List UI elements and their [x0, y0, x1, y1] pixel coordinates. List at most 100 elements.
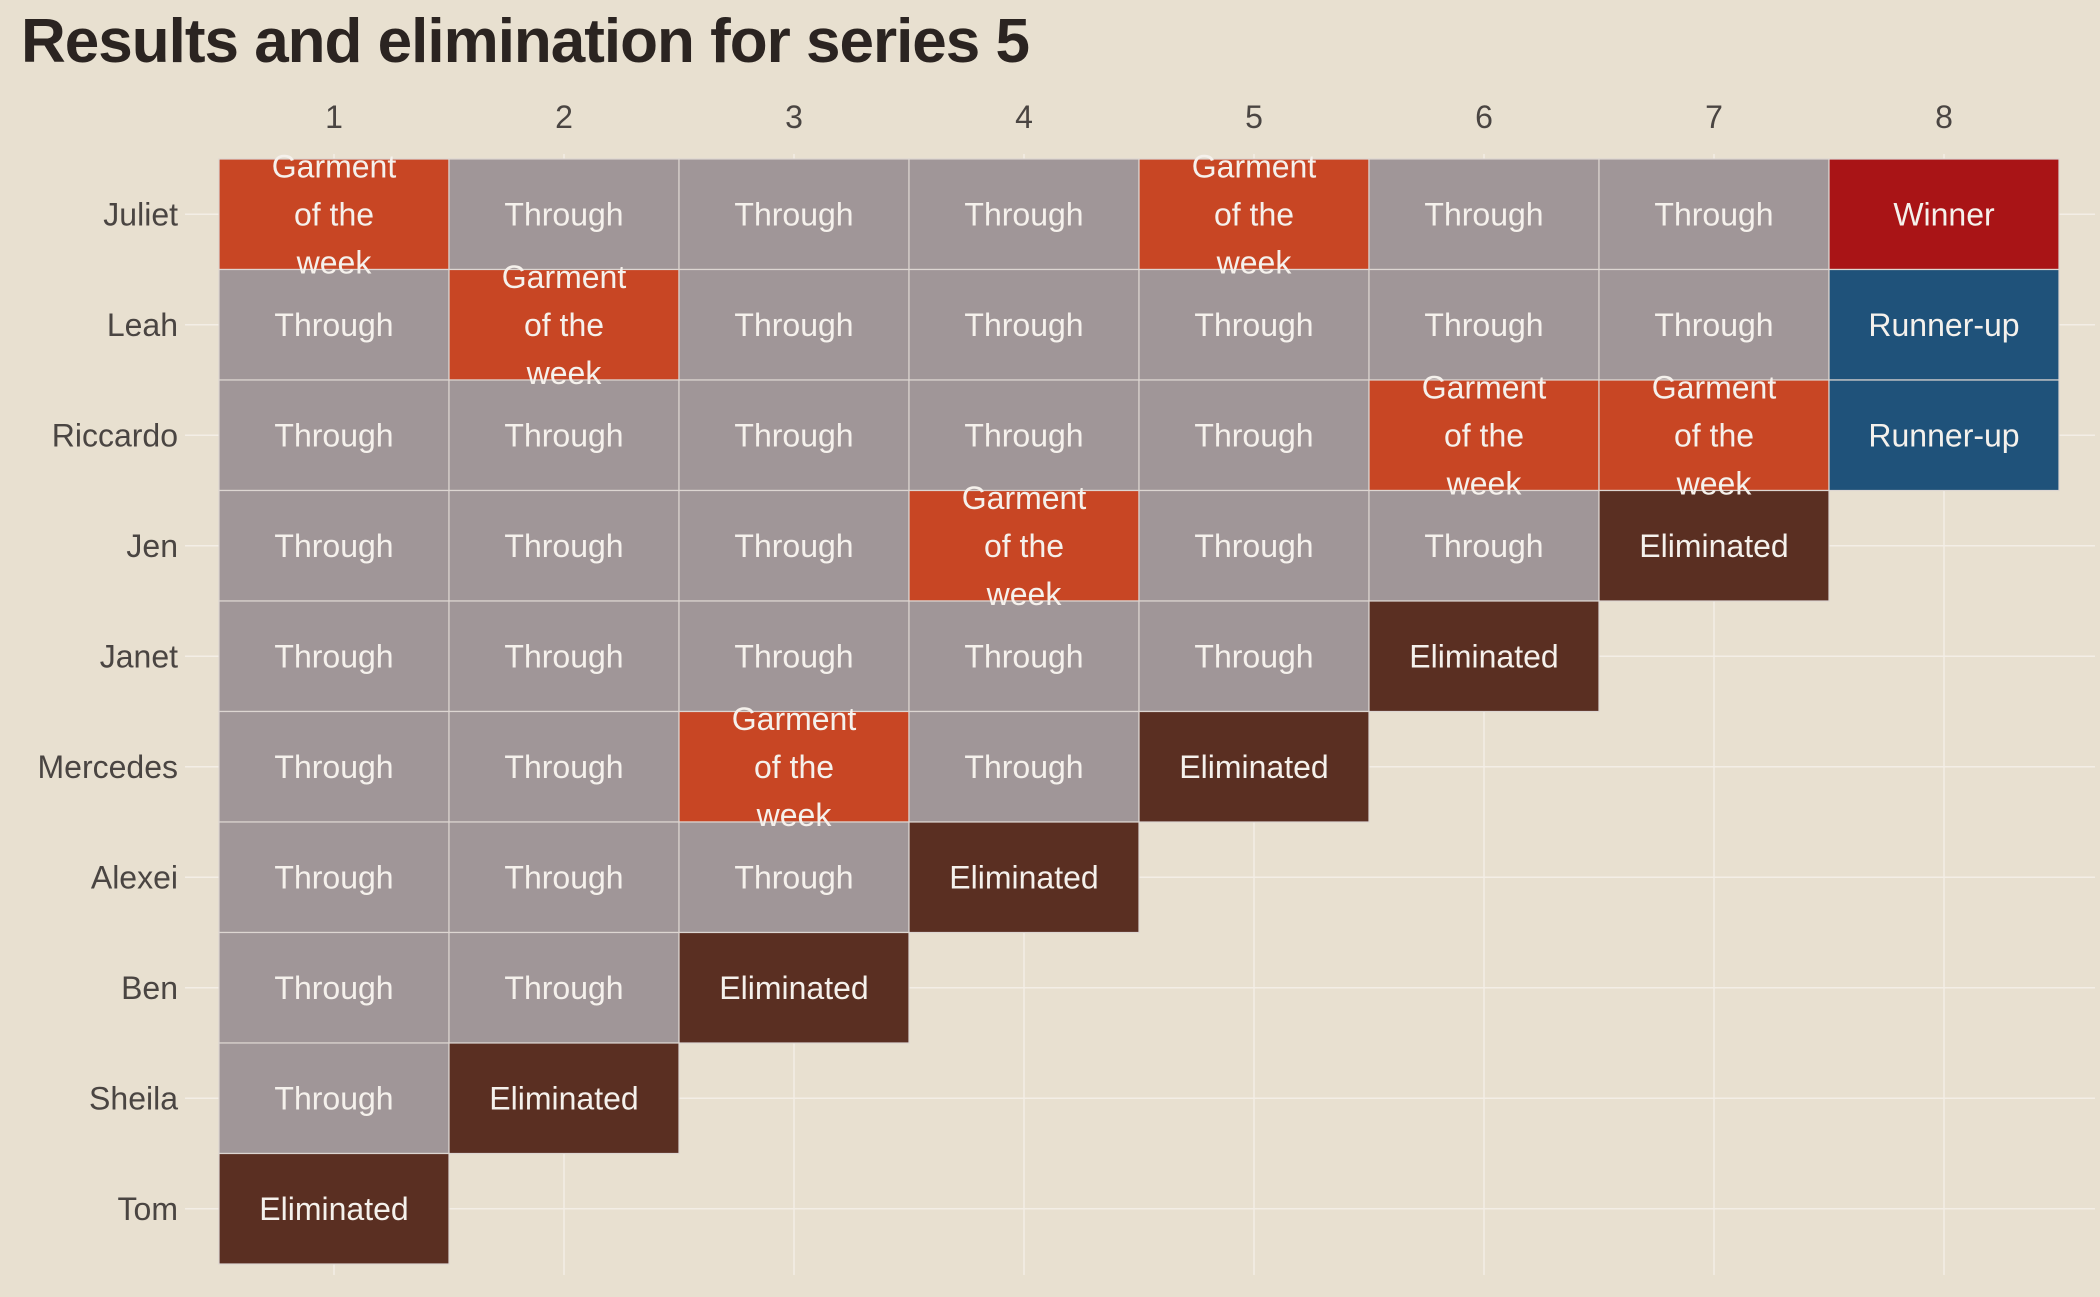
- cell-leah-6-label: Through: [1424, 307, 1543, 343]
- cell-riccardo-2-label: Through: [504, 417, 623, 453]
- cell-juliet-2-label: Through: [504, 196, 623, 232]
- cell-leah-3-label: Through: [734, 307, 853, 343]
- cell-juliet-3-label: Through: [734, 196, 853, 232]
- cell-leah-6: [1368, 268, 1600, 381]
- cell-alexei-3-label: Through: [734, 859, 853, 895]
- cell-ben-2: [448, 931, 680, 1044]
- cell-jen-6: [1368, 489, 1600, 602]
- cell-jen-4-label-1: Garment: [962, 480, 1087, 516]
- cell-rects: [218, 158, 2060, 1265]
- cell-sheila-2-label: Eliminated: [489, 1080, 638, 1116]
- column-label-3: 3: [785, 99, 803, 135]
- row-label-tom: Tom: [118, 1191, 178, 1227]
- cell-leah-2-label-3: week: [526, 355, 603, 391]
- cell-riccardo-1-label: Through: [274, 417, 393, 453]
- cell-leah-3: [678, 268, 910, 381]
- cell-alexei-2: [448, 821, 680, 934]
- row-label-juliet: Juliet: [103, 196, 178, 232]
- cell-jen-4-label-2: of the: [984, 528, 1064, 564]
- cell-riccardo-4-label: Through: [964, 417, 1083, 453]
- cell-riccardo-8: [1828, 379, 2060, 492]
- row-label-ben: Ben: [121, 970, 178, 1006]
- column-label-2: 2: [555, 99, 573, 135]
- cell-juliet-8: [1828, 158, 2060, 271]
- cell-jen-6-label: Through: [1424, 528, 1543, 564]
- cell-juliet-1-label-2: of the: [294, 196, 374, 232]
- column-label-6: 6: [1475, 99, 1493, 135]
- cell-jen-2-label: Through: [504, 528, 623, 564]
- cell-tom-1-label: Eliminated: [259, 1191, 408, 1227]
- cell-janet-5: [1138, 600, 1370, 713]
- column-label-1: 1: [325, 99, 343, 135]
- column-label-4: 4: [1015, 99, 1033, 135]
- cell-leah-2-label-1: Garment: [502, 259, 627, 295]
- cell-ben-1-label: Through: [274, 970, 393, 1006]
- cell-ben-3: [678, 931, 910, 1044]
- cell-janet-1-label: Through: [274, 638, 393, 674]
- cell-mercedes-4-label: Through: [964, 749, 1083, 785]
- cell-leah-2: [448, 268, 680, 381]
- cell-tom-1: [218, 1152, 450, 1265]
- cell-riccardo-5-label: Through: [1194, 417, 1313, 453]
- cell-leah-4: [908, 268, 1140, 381]
- row-label-leah: Leah: [107, 307, 178, 343]
- chart-title: Results and elimination for series 5: [21, 7, 1030, 76]
- cell-juliet-6-label: Through: [1424, 196, 1543, 232]
- cell-sheila-1-label: Through: [274, 1080, 393, 1116]
- cell-juliet-4: [908, 158, 1140, 271]
- row-labels: Juliet Leah Riccardo Jen Janet Mercedes Alexei…: [38, 196, 179, 1227]
- cell-janet-5-label: Through: [1194, 638, 1313, 674]
- cell-mercedes-3-label-3: week: [756, 797, 833, 833]
- cell-labels: Garment of the week Through Through Through Ga…: [259, 148, 2019, 1227]
- cell-jen-5-label: Through: [1194, 528, 1313, 564]
- cell-mercedes-3-label-2: of the: [754, 749, 834, 785]
- cell-riccardo-1: [218, 379, 450, 492]
- cell-leah-7: [1598, 268, 1830, 381]
- cell-jen-7: [1598, 489, 1830, 602]
- column-label-7: 7: [1705, 99, 1723, 135]
- cell-janet-4-label: Through: [964, 638, 1083, 674]
- cell-jen-5: [1138, 489, 1370, 602]
- cell-alexei-1-label: Through: [274, 859, 393, 895]
- cell-jen-2: [448, 489, 680, 602]
- row-label-alexei: Alexei: [91, 859, 178, 895]
- row-label-mercedes: Mercedes: [38, 749, 179, 785]
- cell-leah-2-label-2: of the: [524, 307, 604, 343]
- cell-riccardo-6-label-2: of the: [1444, 417, 1524, 453]
- cell-juliet-1-label-1: Garment: [272, 148, 397, 184]
- cell-riccardo-4: [908, 379, 1140, 492]
- cells: Garment of the week Through Through Through Ga…: [218, 148, 2060, 1265]
- cell-jen-4-label-3: week: [986, 576, 1063, 612]
- cell-alexei-3: [678, 821, 910, 934]
- cell-riccardo-6-label-3: week: [1446, 465, 1523, 501]
- cell-juliet-4-label: Through: [964, 196, 1083, 232]
- cell-alexei-1: [218, 821, 450, 934]
- cell-mercedes-1-label: Through: [274, 749, 393, 785]
- cell-sheila-1: [218, 1042, 450, 1155]
- cell-juliet-3: [678, 158, 910, 271]
- cell-leah-7-label: Through: [1654, 307, 1773, 343]
- row-label-janet: Janet: [100, 638, 178, 674]
- cell-mercedes-5: [1138, 710, 1370, 823]
- cell-leah-5-label: Through: [1194, 307, 1313, 343]
- cell-juliet-8-label: Winner: [1893, 196, 1995, 232]
- cell-juliet-5: [1138, 158, 1370, 271]
- cell-riccardo-5: [1138, 379, 1370, 492]
- cell-riccardo-3-label: Through: [734, 417, 853, 453]
- cell-juliet-5-label-2: of the: [1214, 196, 1294, 232]
- cell-leah-8-label: Runner-up: [1868, 307, 2019, 343]
- cell-janet-6-label: Eliminated: [1409, 638, 1558, 674]
- cell-mercedes-3-label-1: Garment: [732, 701, 857, 737]
- column-labels: 1 2 3 4 5 6 7 8: [325, 99, 1953, 135]
- row-label-riccardo: Riccardo: [52, 417, 178, 453]
- cell-riccardo-2: [448, 379, 680, 492]
- cell-mercedes-2-label: Through: [504, 749, 623, 785]
- cell-janet-2-label: Through: [504, 638, 623, 674]
- cell-riccardo-6: [1368, 379, 1600, 492]
- cell-riccardo-7-label-2: of the: [1674, 417, 1754, 453]
- cell-leah-1: [218, 268, 450, 381]
- cell-riccardo-6-label-1: Garment: [1422, 369, 1547, 405]
- cell-janet-3-label: Through: [734, 638, 853, 674]
- cell-juliet-1-label-3: week: [296, 244, 373, 280]
